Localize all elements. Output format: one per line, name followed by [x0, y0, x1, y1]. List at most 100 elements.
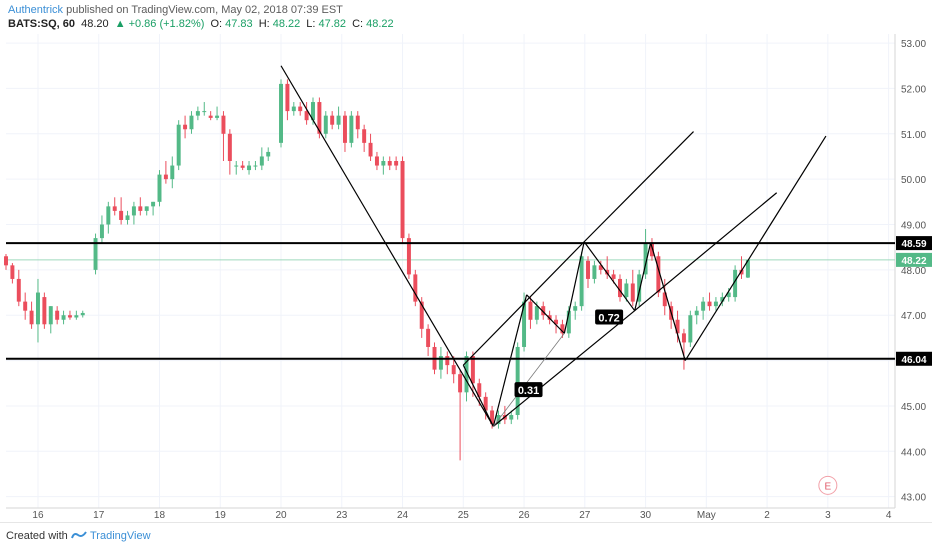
open-label: O: [210, 18, 223, 30]
candle-body [247, 165, 252, 171]
candle-body [131, 206, 136, 216]
candle-body [637, 274, 642, 302]
ratio-label-box [514, 382, 543, 398]
trendline [492, 310, 636, 427]
publish-info: Authentrick published on TradingView.com… [8, 4, 343, 16]
trendline [563, 241, 585, 334]
candle-body [394, 161, 399, 166]
x-tick-label: May [697, 510, 716, 521]
candle-body [630, 283, 635, 302]
candle-body [227, 133, 232, 162]
candle-body [464, 356, 469, 393]
candle-body [151, 201, 156, 207]
y-tick-label: 47.00 [901, 311, 926, 322]
open-value: 47.83 [225, 18, 253, 30]
candle-body [176, 124, 181, 166]
x-tick-label: 23 [336, 510, 348, 521]
candle-body [259, 156, 264, 166]
candle-body [400, 161, 405, 239]
candle-body [451, 365, 456, 375]
current-price-tag [896, 252, 932, 267]
candle-body [157, 174, 162, 202]
y-tick-label: 53.00 [901, 39, 926, 50]
candle-body [579, 256, 584, 307]
candle-body [509, 415, 514, 420]
candle-body [656, 256, 661, 293]
candle-body [605, 269, 610, 275]
y-tick-label: 45.00 [901, 402, 926, 413]
candle-body [624, 283, 629, 298]
candle-body [643, 242, 648, 275]
candle-body [330, 115, 335, 125]
y-tick-label: 43.00 [901, 493, 926, 504]
x-tick-label: 2 [764, 510, 770, 521]
candle-body [99, 224, 104, 239]
candle-body [694, 310, 699, 316]
x-tick-label: 16 [32, 510, 44, 521]
candle-body [317, 102, 322, 134]
candle-body [362, 129, 367, 143]
candle-body [67, 315, 72, 318]
candle-body [106, 206, 111, 225]
level-price-tag [896, 351, 932, 366]
y-tick-label: 49.00 [901, 221, 926, 232]
trendline [634, 192, 778, 312]
candle-body [470, 356, 475, 384]
candle-body [745, 259, 750, 278]
candle-body [125, 215, 130, 220]
trendline [493, 333, 565, 427]
candle-body [586, 260, 590, 279]
level-price-label: 46.04 [901, 355, 926, 366]
y-tick-label: 50.00 [901, 175, 926, 186]
candle-body [298, 106, 303, 112]
low-label: L: [306, 18, 316, 30]
candle-body [279, 83, 283, 143]
candle-body [266, 151, 271, 157]
candle-body [713, 301, 718, 307]
candle-body [195, 111, 200, 116]
author-link[interactable]: Authentrick [8, 4, 64, 16]
candle-body [598, 265, 603, 270]
trendline [280, 65, 494, 427]
candle-body [42, 297, 47, 325]
candle-body [80, 312, 85, 316]
candle-body [336, 115, 341, 125]
candle-body [55, 310, 60, 320]
candle-body [202, 111, 207, 113]
candle-body [701, 301, 706, 311]
footer-brand[interactable]: TradingView [90, 530, 151, 542]
candle-body [368, 142, 373, 157]
candle-body [541, 306, 546, 316]
candle-body [438, 356, 443, 370]
x-tick-label: 18 [154, 510, 166, 521]
candle-body [342, 115, 347, 143]
trendline [583, 241, 636, 312]
y-tick-label: 44.00 [901, 447, 926, 458]
candle-body [35, 292, 40, 325]
candle-body [483, 396, 488, 411]
ratio-label: 0.72 [598, 312, 619, 324]
candle-body [355, 115, 360, 130]
trendline [634, 242, 652, 311]
tradingview-logo-icon [71, 531, 87, 539]
x-tick-label: 27 [579, 510, 591, 521]
level-price-label: 48.59 [901, 239, 926, 250]
ratio-label: 0.31 [518, 385, 539, 397]
y-tick-label: 48.00 [901, 266, 926, 277]
last-price: 48.20 [81, 18, 109, 30]
x-tick-label: 3 [825, 510, 831, 521]
candle-body [560, 324, 565, 334]
candle-body [688, 315, 693, 343]
candle-body [144, 206, 149, 211]
candle-body [16, 278, 21, 302]
candle-body [48, 306, 53, 325]
candle-body [23, 301, 28, 311]
trendline [650, 242, 686, 361]
candle-body [534, 306, 539, 320]
candle-body [445, 356, 450, 366]
candle-body [349, 115, 354, 143]
candle-body [240, 165, 245, 168]
price-chart[interactable]: 43.0044.0045.0046.0047.0048.0049.0050.00… [0, 0, 932, 522]
candle-body [374, 156, 379, 166]
candle-body [61, 315, 66, 320]
